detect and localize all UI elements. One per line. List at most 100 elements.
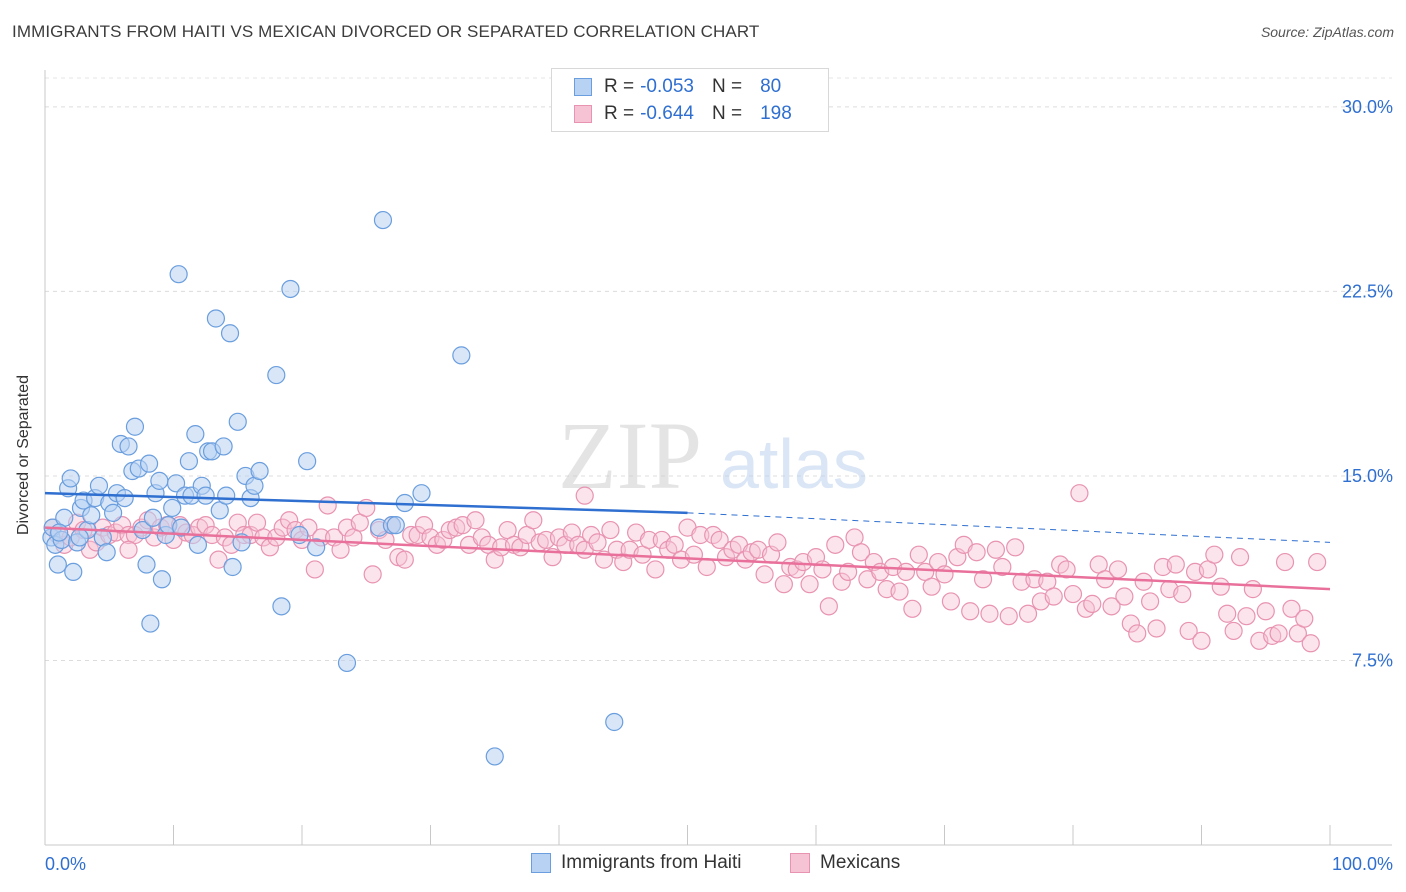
y-tick-label: 22.5%	[1342, 281, 1393, 301]
data-point-haiti	[485, 747, 504, 766]
data-point-haiti	[186, 425, 205, 444]
data-point-mexicans	[1121, 614, 1140, 633]
data-point-mexicans	[973, 570, 993, 589]
legend-n-label-haiti: N =	[711, 76, 743, 97]
data-point-mexicans	[967, 543, 986, 562]
data-point-mexicans	[1218, 604, 1237, 623]
legend-r-label-mexicans: R =	[604, 103, 635, 124]
data-point-haiti	[139, 454, 159, 473]
legend-r-value-haiti: -0.053	[640, 76, 694, 97]
data-point-mexicans	[1018, 604, 1038, 623]
data-point-haiti	[373, 210, 393, 230]
haiti-points	[42, 210, 624, 766]
series-legend-item-mexicans: Mexicans	[790, 852, 900, 874]
series-legend-label-haiti: Immigrants from Haiti	[561, 852, 742, 873]
data-point-mexicans	[1083, 594, 1102, 613]
data-point-mexicans	[684, 545, 704, 564]
data-point-mexicans	[1173, 584, 1192, 604]
data-point-haiti	[386, 516, 405, 535]
data-point-haiti	[337, 653, 357, 673]
legend-n-value-haiti: 80	[760, 76, 782, 97]
legend-swatch-haiti	[574, 78, 592, 96]
data-point-mexicans	[472, 528, 491, 547]
series-legend-item-haiti: Immigrants from Haiti	[531, 852, 742, 874]
data-point-mexicans	[903, 599, 922, 618]
data-point-mexicans	[768, 533, 787, 552]
data-point-mexicans	[1063, 584, 1083, 604]
data-point-mexicans	[819, 597, 838, 616]
series-legend-swatch-mexicans	[790, 853, 810, 873]
y-tick-label: 7.5%	[1352, 650, 1393, 670]
data-point-mexicans	[961, 602, 980, 621]
trend-line-haiti-extension	[687, 512, 1331, 543]
trend-line-mexicans	[44, 526, 1331, 591]
data-point-mexicans	[646, 560, 665, 579]
data-point-mexicans	[993, 557, 1012, 577]
series-legend: Immigrants from Haiti Mexicans	[0, 852, 1406, 876]
legend-swatch-mexicans	[574, 105, 592, 123]
data-point-mexicans	[1211, 577, 1230, 596]
data-point-haiti	[166, 474, 186, 493]
data-point-mexicans	[1301, 634, 1320, 653]
data-point-mexicans	[1282, 599, 1301, 618]
data-point-mexicans	[1243, 580, 1263, 599]
data-point-haiti	[150, 471, 169, 490]
data-point-haiti	[64, 562, 83, 582]
data-point-haiti	[61, 469, 80, 488]
x-tick-label: 100.0%	[1332, 854, 1393, 874]
data-point-mexicans	[1256, 602, 1275, 621]
data-point-haiti	[281, 279, 300, 299]
data-point-mexicans	[1070, 484, 1089, 503]
data-point-mexicans	[318, 496, 337, 515]
data-point-haiti	[119, 437, 138, 456]
data-point-haiti	[169, 265, 188, 284]
data-point-haiti	[272, 597, 291, 616]
data-point-haiti	[307, 538, 326, 557]
data-point-mexicans	[1102, 597, 1121, 616]
data-point-haiti	[179, 452, 199, 471]
data-point-haiti	[50, 523, 69, 542]
data-point-haiti	[223, 557, 242, 577]
data-point-mexicans	[1057, 560, 1076, 579]
data-point-mexicans	[305, 560, 324, 579]
data-point-mexicans	[434, 530, 453, 550]
data-point-mexicans	[1295, 609, 1314, 628]
data-point-haiti	[452, 346, 471, 365]
data-point-mexicans	[363, 565, 382, 584]
data-point-mexicans	[1192, 631, 1211, 650]
data-point-mexicans	[1179, 621, 1198, 641]
data-point-mexicans	[826, 535, 845, 554]
data-point-mexicans	[800, 575, 819, 594]
data-point-mexicans	[402, 525, 421, 545]
data-point-haiti	[206, 309, 226, 328]
axes	[44, 70, 1392, 846]
y-tick-label: 30.0%	[1342, 97, 1393, 117]
data-point-mexicans	[986, 540, 1006, 559]
data-point-mexicans	[1166, 555, 1185, 574]
watermark-zip: ZIP	[558, 402, 702, 509]
data-point-haiti	[70, 528, 89, 547]
data-point-mexicans	[999, 607, 1018, 626]
data-point-haiti	[196, 486, 215, 505]
data-point-mexicans	[980, 604, 999, 623]
data-point-mexicans	[691, 525, 710, 545]
data-point-mexicans	[639, 530, 659, 550]
data-point-haiti	[220, 324, 240, 343]
data-point-mexicans	[851, 543, 871, 562]
data-point-haiti	[188, 535, 208, 554]
data-point-haiti	[104, 503, 123, 522]
data-point-mexicans	[601, 520, 620, 540]
data-point-haiti	[89, 476, 109, 495]
data-point-haiti	[163, 498, 182, 518]
data-point-haiti	[137, 555, 156, 574]
data-point-haiti	[228, 412, 247, 431]
data-point-mexicans	[935, 565, 954, 584]
data-point-mexicans	[1140, 592, 1160, 611]
series-legend-label-mexicans: Mexicans	[820, 852, 901, 873]
data-point-mexicans	[582, 525, 601, 545]
watermark: ZIP atlas	[558, 402, 868, 509]
data-point-mexicans	[839, 562, 858, 582]
data-point-mexicans	[1147, 619, 1166, 638]
data-point-mexicans	[1134, 572, 1153, 591]
